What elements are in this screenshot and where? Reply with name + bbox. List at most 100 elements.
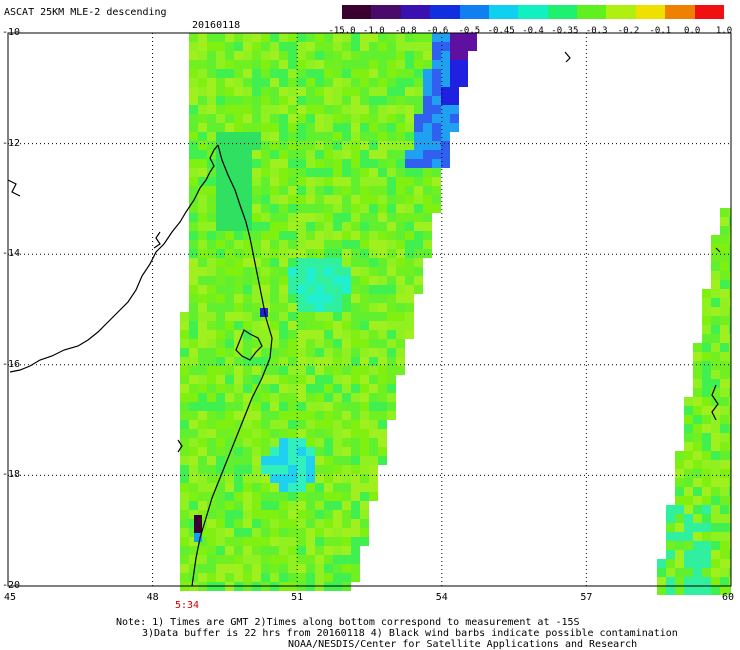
swath-cell [324,357,333,366]
swath-cell [351,249,360,258]
swath-cell [297,537,306,546]
swath-cell [288,51,297,60]
swath-cell [261,555,270,564]
swath-cell [324,501,333,510]
swath-cell [234,69,243,78]
swath-cell [198,501,207,510]
swath-cell [234,429,243,438]
swath-cell [189,411,198,420]
swath-cell [189,366,198,375]
swath-cell [315,276,324,285]
swath-cell [378,186,387,195]
swath-cell [234,60,243,69]
swath-cell [405,249,414,258]
swath-cell [324,42,333,51]
swath-cell [234,474,243,483]
swath-cell [378,159,387,168]
swath-cell [342,231,351,240]
swath-cell [342,483,351,492]
swath-cell [261,114,270,123]
swath-cell [378,123,387,132]
swath-cell [369,186,378,195]
swath-cell [261,276,270,285]
swath-cell [432,141,441,150]
swath-cell [405,267,414,276]
swath-cell [360,510,369,519]
swath-cell [297,303,306,312]
swath-cell [711,442,720,451]
swath-cell [396,78,405,87]
swath-cell [405,141,414,150]
swath-cell [423,177,432,186]
swath-cell [342,312,351,321]
swath-cell [270,186,279,195]
swath-cell [306,33,315,42]
swath-cell [306,132,315,141]
swath-cell [288,267,297,276]
swath-cell [414,186,423,195]
swath-cell [189,357,198,366]
swath-cell [270,204,279,213]
swath-cell [207,105,216,114]
swath-cell [405,42,414,51]
swath-cell [261,60,270,69]
swath-cell [693,514,702,523]
swath-cell [423,249,432,258]
swath-cell [387,60,396,69]
swath-cell [297,564,306,573]
colorbar-tick-label: -0.45 [487,26,515,36]
swath-cell [234,177,243,186]
swath-cell [279,96,288,105]
swath-cell [252,483,261,492]
swath-cell [702,397,711,406]
swath-cell [279,375,288,384]
swath-cell [261,537,270,546]
swath-cell [369,492,378,501]
swath-cell [279,267,288,276]
swath-cell [684,433,693,442]
swath-cell [423,123,432,132]
swath-cell [720,262,729,271]
swath-cell [207,510,216,519]
swath-cell [315,69,324,78]
swath-cell [324,348,333,357]
swath-cell [252,438,261,447]
swath-cell [702,523,711,532]
swath-cell [360,339,369,348]
swath-cell [207,276,216,285]
swath-cell [288,240,297,249]
swath-cell [711,397,720,406]
swath-cell [360,105,369,114]
swath-cell [270,519,279,528]
swath-cell [252,258,261,267]
swath-cell [711,244,720,253]
swath-cell [360,33,369,42]
swath-cell [189,348,198,357]
swath-cell [297,186,306,195]
swath-cell [720,217,729,226]
swath-cell [194,524,202,533]
swath-cell [360,528,369,537]
swath-cell [378,348,387,357]
swath-cell [216,276,225,285]
swath-cell [225,420,234,429]
swath-cell [432,195,441,204]
swath-cell [423,114,432,123]
swath-cell [180,474,189,483]
swath-cell [324,177,333,186]
swath-cell [189,537,198,546]
swath-cell [243,555,252,564]
swath-cell [288,96,297,105]
swath-cell [378,402,387,411]
swath-cell [711,352,720,361]
swath-cell [387,267,396,276]
swath-cell [288,276,297,285]
swath-cell [297,33,306,42]
swath-cell [207,312,216,321]
swath-cell [729,361,731,370]
swath-cell [333,258,342,267]
swath-cell [243,258,252,267]
swath-cell [270,258,279,267]
swath-cell [396,123,405,132]
swath-cell [396,69,405,78]
